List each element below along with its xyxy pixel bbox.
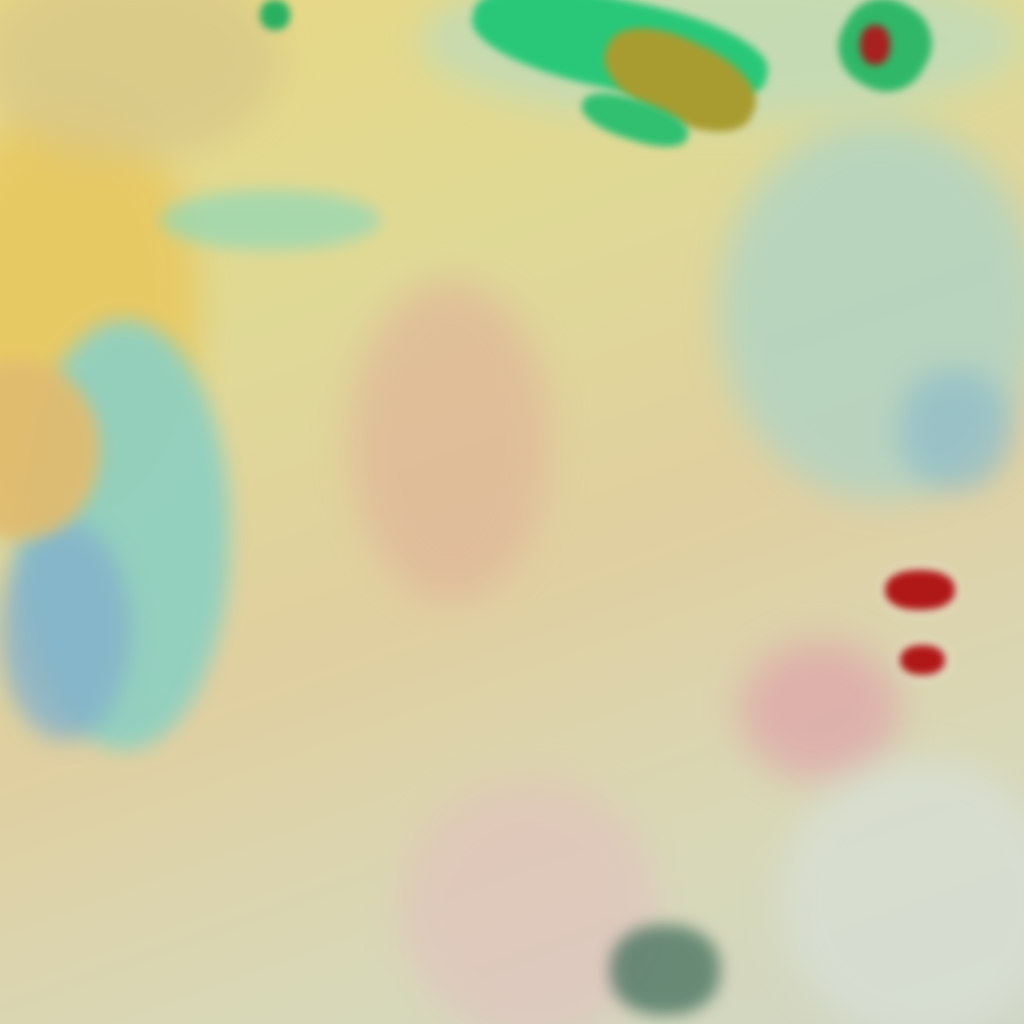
pink-surface-east xyxy=(740,640,900,780)
storm-cell-east-2 xyxy=(900,645,945,675)
water-body-deep xyxy=(0,520,130,740)
pink-surface-center xyxy=(350,280,550,600)
pale-region-southeast xyxy=(780,760,1024,1024)
cyan-cloud-band xyxy=(160,190,380,250)
storm-cell-northeast xyxy=(860,25,890,65)
storm-cell-east-1 xyxy=(885,570,955,610)
blue-cloud-east xyxy=(900,370,1010,490)
cloud-top-left-green xyxy=(260,0,290,30)
cirrus-dark-south xyxy=(610,925,720,1015)
